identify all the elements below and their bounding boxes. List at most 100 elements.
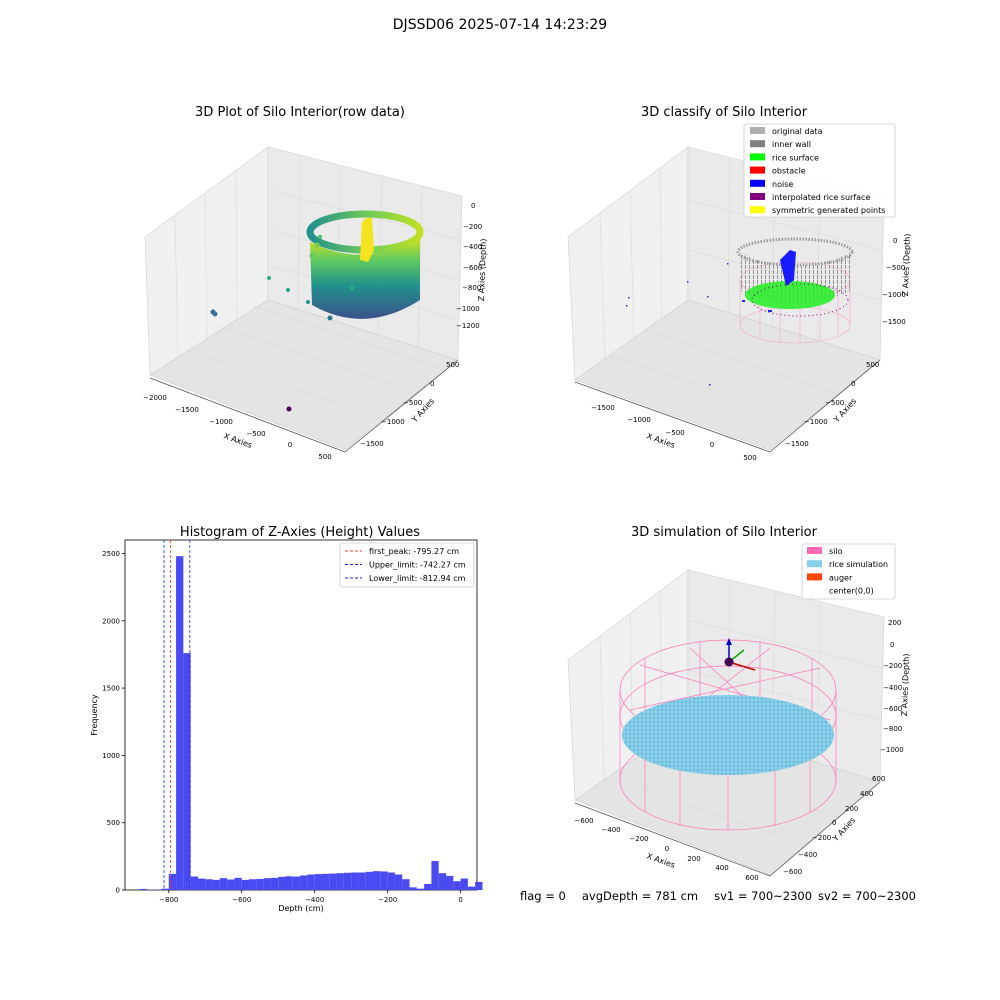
histogram-bar: [329, 873, 337, 890]
legend-label: center(0,0): [829, 587, 874, 596]
histogram-bar: [285, 876, 293, 890]
histogram-bar: [270, 877, 279, 890]
y-tick-label: 500: [107, 819, 120, 827]
y-tick: 400: [860, 790, 873, 798]
histogram-bar: [351, 872, 359, 890]
histogram-bar: [234, 877, 242, 890]
histogram-bar: [409, 887, 417, 890]
x-tick: 0: [665, 845, 669, 853]
x-tick: 400: [715, 864, 728, 872]
y-ticks: 600 400 200 0 −200 −400 −600: [783, 775, 885, 876]
histogram-bar: [445, 875, 454, 890]
legend-label: symmetric generated points: [772, 206, 885, 215]
yellow-seam: [360, 218, 374, 262]
legend-swatch: [750, 206, 765, 214]
legend-label: Upper_limit: -742.27 cm: [369, 561, 466, 570]
z-tick: −1200: [456, 322, 480, 330]
legend-label: rice simulation: [829, 560, 888, 569]
x-tick-label: −200: [378, 896, 397, 904]
z-tick: −500: [886, 264, 905, 272]
histogram-bar: [161, 888, 169, 890]
histogram-bar: [387, 872, 395, 890]
wall-points: [310, 236, 420, 319]
y-tick: 0: [832, 819, 836, 827]
histogram-y-ticks: 0 500 1000 1500 2000 2500: [102, 550, 125, 895]
y-axis-line: [769, 359, 881, 453]
x-tick: 0: [710, 441, 714, 449]
legend-swatch: [750, 127, 765, 134]
y-tick-label: 1000: [102, 752, 120, 760]
sv1-text: sv1 = 700~2300: [714, 889, 813, 903]
z-tick: 200: [888, 619, 901, 627]
histogram-bar: [263, 878, 271, 890]
x-axis-line: [149, 377, 346, 453]
legend-label: original data: [772, 127, 823, 136]
histogram-y-label: Frequency: [90, 694, 99, 736]
legend-label: inner wall: [772, 140, 811, 149]
histogram-bar: [212, 879, 220, 890]
raw-plot-title: 3D Plot of Silo Interior(row data): [195, 105, 405, 120]
classify-plot-title: 3D classify of Silo Interior: [641, 105, 808, 120]
histogram-bar: [205, 879, 213, 890]
scatter-outliers: [210, 234, 355, 412]
raw-3d-plot: 3D Plot of Silo Interior(row data): [143, 105, 488, 461]
histogram-title: Histogram of Z-Axies (Height) Values: [180, 525, 420, 540]
z-ticks: 0 −500 −1000 −1500: [882, 237, 906, 326]
x-tick-label: −800: [159, 896, 178, 904]
z-tick: −1500: [882, 318, 906, 326]
z-tick: −600: [883, 705, 902, 713]
histogram-bar: [343, 872, 352, 890]
histogram-plot: Histogram of Z-Axies (Height) Values −80…: [90, 525, 483, 913]
z-ticks: 0 −200 −400 −600 −800 −1000 −1200: [456, 202, 482, 330]
histogram-bar: [197, 878, 206, 890]
z-axis-label: Z Axies (Depth): [900, 653, 911, 716]
y-ticks: 500 0 −500 −1000 −1500: [785, 361, 879, 448]
x-tick: −1500: [591, 404, 615, 412]
histogram-bar: [307, 874, 315, 890]
z-tick: −1000: [880, 746, 904, 754]
x-tick: −400: [601, 826, 620, 834]
histogram-bar: [380, 871, 388, 890]
legend-label: interpolated rice surface: [772, 193, 870, 202]
histogram-bars: [139, 556, 483, 890]
y-tick: −500: [825, 399, 844, 407]
interpolated-surface: [751, 283, 849, 317]
y-axis-line: [344, 359, 459, 453]
histogram-bar: [321, 873, 330, 890]
histogram-bar: [168, 873, 177, 890]
y-tick: 500: [866, 361, 879, 369]
legend-swatch: [750, 193, 765, 200]
y-tick: 0: [851, 380, 855, 388]
z-tick: 0: [893, 237, 897, 245]
x-tick-label: −600: [232, 896, 251, 904]
legend-swatch: [750, 179, 765, 187]
x-tick-label: −400: [305, 896, 324, 904]
y-tick-label: 1500: [102, 685, 120, 693]
legend-label: auger: [829, 573, 853, 582]
z-tick: −1000: [882, 291, 906, 299]
histogram-x-ticks: −800 −600 −400 −200 0: [159, 890, 463, 904]
noise-column: [780, 250, 796, 286]
rice-simulation-dots: [622, 695, 834, 775]
z-ticks: 200 0 −200 −400 −600 −800 −1000: [880, 619, 904, 754]
y-ticks: 500 0 −500 −1000 −1500: [360, 361, 459, 448]
legend-label: silo: [829, 547, 843, 556]
histogram-legend: first_peak: -795.27 cm Upper_limit: -742.…: [339, 542, 475, 588]
histogram-bar: [139, 888, 147, 890]
z-tick: −200: [463, 223, 482, 231]
x-ticks: −2000 −1500 −1000 −500 0 500: [143, 394, 332, 461]
z-tick: −200: [883, 662, 902, 670]
legend-swatch: [807, 547, 822, 554]
legend-label: first_peak: -795.27 cm: [369, 547, 459, 556]
classify-legend: original data inner wall rice surface obsta…: [743, 123, 896, 218]
z-axis-label: Z Axies (Depth): [901, 233, 912, 296]
histogram-bar: [365, 871, 374, 890]
histogram-bar: [249, 879, 257, 890]
classify-3d-plot: 3D classify of Silo Interior: [567, 105, 912, 462]
z-tick: −800: [883, 725, 902, 733]
histogram-bar: [256, 878, 264, 890]
histogram-bar: [416, 888, 425, 890]
x-axis-line: [574, 802, 771, 877]
histogram-bar: [219, 878, 228, 890]
y-tick: −1500: [360, 440, 384, 448]
